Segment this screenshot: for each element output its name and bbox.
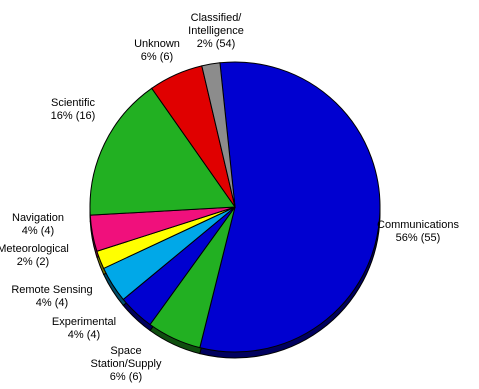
slice-label-line: Classified/ bbox=[191, 12, 243, 24]
slice-label-line: 4% (4) bbox=[68, 329, 100, 341]
slice-label-line: 6% (6) bbox=[110, 371, 142, 383]
slice-label-line: 2% (54) bbox=[197, 38, 236, 50]
slice-label-line: 2% (2) bbox=[17, 256, 49, 268]
slice-label-line: 4% (4) bbox=[22, 225, 54, 237]
slice-label-line: Meteorological bbox=[0, 243, 69, 255]
slice-label: Remote Sensing 4% (4) bbox=[11, 284, 92, 309]
pie-slice-communications bbox=[199, 61, 381, 353]
slice-label-line: Remote Sensing bbox=[11, 284, 92, 296]
slice-label-line: Intelligence bbox=[188, 25, 244, 37]
slice-label: Classified/Intelligence 2% (54) bbox=[188, 12, 244, 50]
slice-label-line: 6% (6) bbox=[141, 51, 173, 63]
slice-label-line: Unknown bbox=[134, 38, 180, 50]
slice-label: Space Station/Supply 6% (6) bbox=[91, 345, 162, 383]
slice-label-line: Station/Supply bbox=[91, 358, 162, 370]
pie-slices bbox=[89, 61, 381, 353]
slice-label-line: Communications bbox=[377, 219, 459, 231]
slice-label: Scientific 16% (16) bbox=[51, 97, 96, 122]
slice-label-line: Navigation bbox=[12, 212, 64, 224]
slice-label-line: 56% (55) bbox=[396, 232, 441, 244]
slice-label-line: Experimental bbox=[52, 316, 116, 328]
slice-label: Experimental 4% (4) bbox=[52, 316, 116, 341]
slice-label-line: 4% (4) bbox=[36, 297, 68, 309]
slice-label: Unknown 6% (6) bbox=[134, 38, 180, 63]
slice-label-line: 16% (16) bbox=[51, 110, 96, 122]
slice-label-line: Space bbox=[110, 345, 141, 357]
slice-label-line: Scientific bbox=[51, 97, 96, 109]
pie-slice-scientific bbox=[89, 87, 236, 216]
slice-label: Navigation 4% (4) bbox=[12, 212, 64, 237]
pie-slice-classified bbox=[201, 62, 236, 208]
slice-label: Meteorological 2% (2) bbox=[0, 243, 69, 268]
slice-label: Communications 56% (55) bbox=[377, 219, 459, 244]
pie-labels: Communications 56% (55) Space Station/Suppl… bbox=[0, 12, 459, 383]
